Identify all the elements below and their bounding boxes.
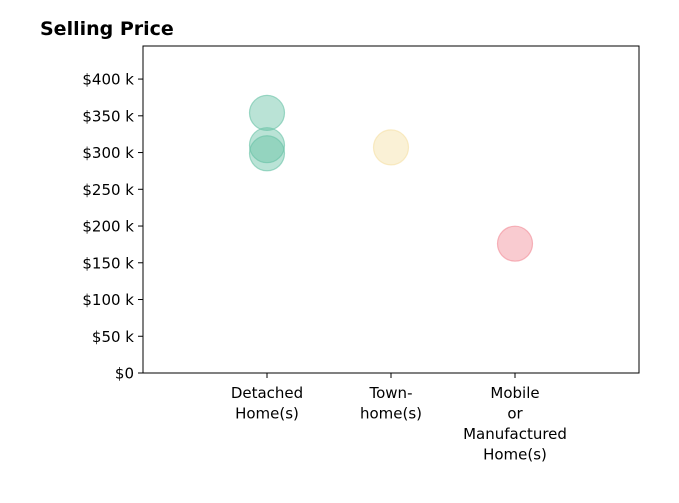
plot-area: [142, 45, 640, 374]
data-point: [248, 94, 286, 131]
y-tick-label: $350 k: [82, 107, 134, 125]
x-axis: Detached Home(s) Town-home(s) Mobile or Manuf…: [231, 373, 567, 464]
y-tick-label: $0: [115, 365, 134, 383]
y-tick-label: $200 k: [82, 218, 134, 236]
y-tick-label: $100 k: [82, 291, 134, 309]
y-tick-label: $50 k: [92, 328, 134, 346]
y-tick-label: $250 k: [82, 181, 134, 199]
x-tick-label-line: Manufactured: [463, 425, 567, 443]
x-tick-label-line: Mobile: [490, 384, 539, 402]
y-tick-label: $400 k: [82, 71, 134, 89]
x-tick-label-line: Town-: [369, 384, 413, 402]
y-tick-label: $300 k: [82, 144, 134, 162]
data-point: [372, 129, 410, 166]
y-axis: $0 $50 k $100 k $150 k $200 k $250 k $300 k $35…: [82, 71, 143, 383]
x-tick-label-line: home(s): [360, 405, 422, 423]
x-tick-label-line: Detached: [231, 384, 303, 402]
y-tick-label: $150 k: [82, 254, 134, 272]
x-tick-label: Mobile or Manufactured Home(s): [463, 384, 567, 464]
x-tick-label-line: or: [507, 405, 523, 423]
x-tick-label: Detached Home(s): [231, 384, 303, 423]
x-tick-label: Town-home(s): [360, 384, 422, 423]
data-points: [248, 94, 534, 262]
data-point: [248, 135, 286, 172]
x-tick-label-line: Home(s): [235, 405, 299, 423]
chart-title: Selling Price: [40, 18, 174, 40]
x-tick-label-line: Home(s): [483, 446, 547, 464]
data-point: [248, 127, 286, 164]
data-point: [496, 225, 534, 262]
